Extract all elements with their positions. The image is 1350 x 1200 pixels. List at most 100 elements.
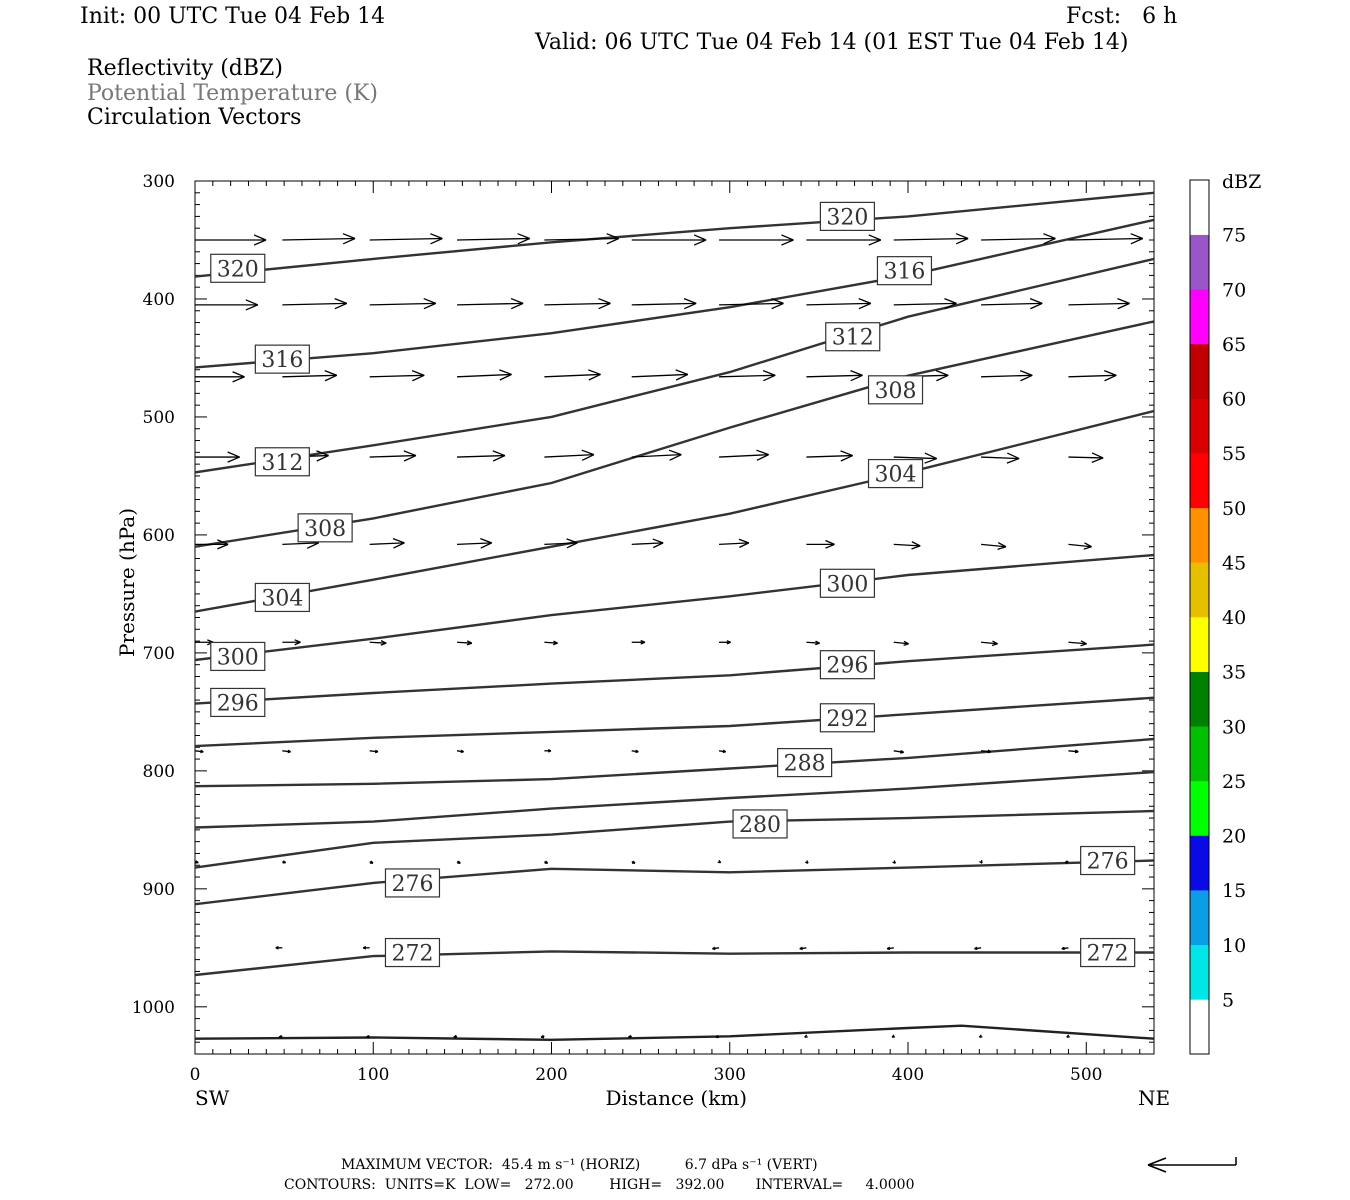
vector-arrow — [1068, 370, 1117, 382]
vector-arrow — [891, 1034, 896, 1038]
y-tick-label: 800 — [143, 762, 175, 782]
colorbar-label: 55 — [1222, 443, 1246, 465]
contour-label-276: 276 — [1080, 845, 1136, 876]
vector-arrow — [719, 449, 769, 461]
vector-arrow — [1068, 542, 1092, 550]
contour-296 — [195, 643, 1154, 705]
svg-text:300: 300 — [217, 645, 259, 670]
field-circulation-vectors: Circulation Vectors — [87, 105, 302, 130]
vector-arrow — [719, 538, 750, 548]
reference-vector — [1147, 1157, 1237, 1173]
vector-arrow — [719, 369, 776, 382]
valid-time: Valid: 06 UTC Tue 04 Feb 14 (01 EST Tue … — [535, 30, 1129, 55]
vector-arrow — [981, 452, 1020, 464]
vector-arrow — [1066, 1034, 1070, 1038]
field-reflectivity: Reflectivity (dBZ) — [87, 56, 283, 81]
vector-arrow — [544, 369, 601, 381]
vector-arrow — [806, 640, 820, 646]
vector-arrow — [369, 369, 425, 382]
vector-arrow — [1068, 452, 1104, 464]
vector-arrow — [1068, 640, 1087, 647]
svg-text:272: 272 — [391, 942, 433, 967]
svg-text:272: 272 — [1087, 942, 1129, 967]
contour-label-316: 316 — [254, 344, 310, 374]
vector-arrow — [978, 1034, 983, 1038]
contour-label-288: 288 — [777, 748, 833, 778]
colorbar-segment — [1190, 780, 1209, 836]
contour-300 — [195, 553, 1154, 662]
vector-arrow — [1064, 860, 1069, 864]
contour-label-308: 308 — [867, 375, 924, 405]
vector-arrow — [981, 542, 1007, 550]
contour-292 — [195, 696, 1154, 748]
colorbar-title: dBZ — [1222, 171, 1261, 193]
colorbar-label: 25 — [1222, 771, 1246, 793]
vector-arrow — [804, 1034, 808, 1038]
vector-arrow — [718, 749, 727, 754]
circulation-vectors — [195, 233, 1144, 1039]
vector-arrow — [369, 538, 405, 549]
vector-arrow — [979, 860, 983, 864]
vector-arrow — [544, 233, 619, 245]
x-tick-label: 500 — [1070, 1065, 1102, 1085]
svg-text:308: 308 — [304, 517, 346, 542]
vector-arrow — [278, 1034, 283, 1039]
contour-label-292: 292 — [819, 703, 876, 733]
vector-arrow — [631, 369, 689, 381]
vector-arrow — [544, 297, 611, 310]
contour-304 — [195, 409, 1154, 613]
vector-arrow — [974, 946, 982, 951]
vector-arrow — [893, 749, 905, 754]
vector-arrow — [981, 297, 1043, 310]
vector-arrow — [805, 860, 809, 864]
colorbar-segment — [1190, 507, 1209, 563]
svg-text:316: 316 — [261, 348, 303, 373]
colorbar-label: 50 — [1222, 498, 1246, 520]
vector-arrow — [631, 639, 646, 645]
contour-label-272: 272 — [1080, 937, 1136, 968]
vector-arrow — [893, 297, 957, 310]
vector-arrow — [806, 297, 872, 310]
vector-arrow — [981, 233, 1056, 245]
colorbar-label: 60 — [1222, 389, 1246, 411]
maximum-vector-note: MAXIMUM VECTOR: 45.4 m s⁻¹ (HORIZ) 6.7 d… — [341, 1157, 818, 1173]
vector-arrow — [195, 451, 240, 463]
colorbar-label: 70 — [1222, 279, 1246, 301]
y-tick-label: 500 — [143, 408, 175, 428]
colorbar-segment — [1190, 343, 1209, 399]
contour-312 — [195, 257, 1154, 474]
svg-text:312: 312 — [832, 326, 874, 351]
vector-arrow — [369, 450, 417, 462]
vector-arrow — [806, 539, 835, 549]
vector-arrow — [457, 297, 524, 310]
svg-text:304: 304 — [875, 463, 917, 488]
svg-text:292: 292 — [826, 707, 868, 732]
vector-arrow — [981, 640, 998, 647]
svg-text:280: 280 — [739, 813, 781, 838]
svg-text:296: 296 — [826, 654, 868, 679]
contour-320 — [195, 191, 1154, 278]
colorbar-segment — [1190, 453, 1209, 509]
vector-arrow — [453, 1034, 458, 1039]
vector-arrow — [369, 233, 443, 245]
vector-arrow — [715, 1034, 720, 1039]
vector-arrow — [456, 860, 461, 864]
y-tick-label: 700 — [143, 644, 175, 664]
vector-arrow — [631, 538, 664, 549]
vector-arrow — [544, 538, 578, 549]
colorbar-label: 20 — [1222, 826, 1246, 848]
vector-arrow — [282, 860, 287, 864]
contour-label-272: 272 — [384, 937, 441, 968]
vector-arrow — [362, 946, 370, 950]
colorbar-label: 10 — [1222, 935, 1246, 957]
contour-280 — [195, 809, 1154, 869]
vector-arrow — [893, 452, 937, 464]
vector-arrow — [806, 450, 853, 462]
x-tick-label: 100 — [357, 1065, 389, 1085]
contour-label-308: 308 — [297, 513, 353, 543]
colorbar-segment — [1190, 999, 1209, 1055]
x-end-label-ne: NE — [1138, 1086, 1170, 1110]
vector-arrow — [806, 234, 881, 246]
colorbar-label: 40 — [1222, 607, 1246, 629]
vector-arrow — [1068, 749, 1079, 754]
